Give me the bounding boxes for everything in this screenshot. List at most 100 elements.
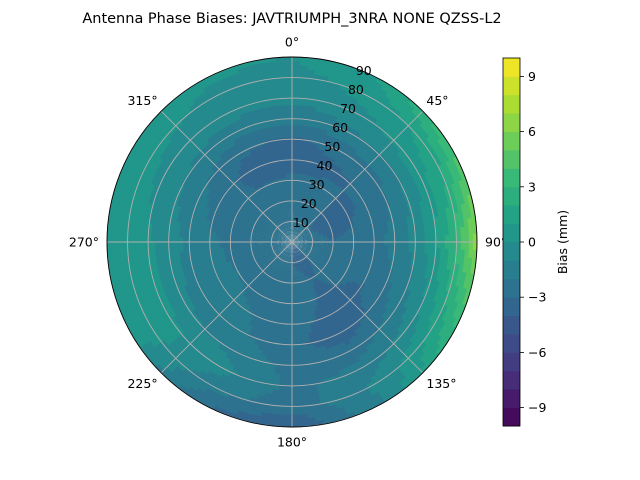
heat-cell — [261, 266, 267, 271]
heat-cell — [310, 211, 315, 217]
heat-cell — [299, 228, 303, 233]
heat-cell — [288, 245, 291, 250]
heat-cell — [323, 248, 328, 252]
heat-cell — [272, 215, 277, 220]
heat-cell — [292, 245, 294, 251]
heat-cell — [282, 277, 286, 283]
heat-cell — [284, 248, 288, 253]
heat-cell — [288, 249, 290, 255]
heat-cell — [284, 238, 289, 241]
heat-cell — [298, 223, 302, 228]
heat-cell — [277, 258, 282, 263]
heat-cell — [268, 266, 273, 272]
heat-cell — [319, 223, 325, 228]
heat-cell — [278, 220, 283, 226]
heat-cell — [281, 251, 286, 256]
heat-cell — [267, 246, 273, 249]
heat-cell — [290, 245, 292, 251]
heat-cell — [306, 209, 311, 215]
heat-cell — [310, 223, 315, 228]
heat-cell — [283, 239, 289, 241]
heat-cell — [298, 256, 301, 262]
heat-cell — [261, 260, 267, 265]
heat-cell — [264, 215, 270, 221]
heat-cell — [292, 229, 294, 235]
heat-cell — [279, 242, 285, 245]
heat-cell — [285, 221, 288, 227]
heat-cell — [309, 222, 315, 227]
heat-cell — [288, 229, 291, 235]
heat-cell — [312, 270, 317, 276]
heat-cell — [315, 224, 321, 229]
heat-cell — [306, 219, 311, 224]
heat-cell — [324, 224, 330, 229]
heat-cell — [295, 239, 301, 241]
heat-cell — [325, 226, 331, 230]
heat-cell — [286, 221, 289, 227]
heat-cell — [307, 214, 311, 220]
heat-cell — [292, 201, 295, 206]
heat-cell — [311, 247, 316, 250]
heat-cell — [304, 251, 309, 255]
heat-cell — [271, 236, 277, 239]
heat-cell — [281, 264, 285, 270]
heat-cell — [305, 256, 310, 261]
heat-cell — [298, 251, 303, 256]
heat-cell — [297, 256, 300, 262]
heat-cell — [283, 240, 289, 242]
heat-cell — [303, 246, 308, 249]
heat-cell — [273, 264, 277, 270]
heat-cell — [247, 260, 253, 265]
heat-cell — [293, 257, 296, 263]
heat-cell — [319, 264, 325, 269]
heat-cell — [285, 261, 288, 267]
heat-cell — [317, 266, 323, 272]
heat-cell — [323, 247, 329, 251]
heat-cell — [251, 232, 257, 236]
heat-cell — [327, 248, 333, 252]
heat-cell — [264, 256, 269, 261]
heat-cell — [269, 222, 275, 227]
heat-cell — [295, 249, 298, 254]
heat-cell — [318, 250, 324, 254]
heat-cell — [284, 248, 288, 253]
heat-cell — [310, 216, 315, 222]
heat-cell — [314, 257, 320, 261]
heat-cell — [277, 262, 281, 268]
heat-cell — [295, 230, 299, 236]
heat-cell — [274, 213, 279, 219]
heat-cell — [276, 222, 280, 227]
heat-cell — [264, 248, 269, 251]
heat-cell — [273, 209, 278, 215]
heat-cell — [299, 238, 305, 240]
heat-cell — [307, 246, 313, 249]
heat-cell — [288, 225, 290, 231]
heat-cell — [301, 268, 305, 273]
heat-cell — [286, 249, 289, 254]
heat-cell — [257, 218, 263, 223]
heat-cell — [280, 255, 284, 260]
heat-cell — [334, 251, 340, 255]
heat-cell — [280, 245, 286, 249]
heat-cell — [258, 224, 264, 229]
heat-cell — [255, 258, 261, 263]
heat-cell — [314, 232, 320, 235]
heat-cell — [301, 248, 307, 252]
heat-cell — [304, 228, 309, 233]
heat-cell — [309, 210, 314, 216]
heat-cell — [267, 225, 273, 230]
heat-cell — [284, 222, 288, 227]
heat-cell — [295, 236, 300, 240]
heat-cell — [300, 249, 305, 254]
heat-cell — [271, 240, 276, 242]
heat-cell — [271, 244, 277, 247]
heat-cell — [297, 232, 301, 237]
heat-cell — [297, 222, 301, 228]
heat-cell — [302, 234, 308, 237]
heat-cell — [296, 221, 299, 227]
heat-cell — [264, 233, 270, 236]
heat-cell — [295, 243, 301, 246]
heat-cell — [271, 273, 276, 279]
heat-cell — [298, 246, 303, 251]
heat-cell — [276, 203, 280, 209]
